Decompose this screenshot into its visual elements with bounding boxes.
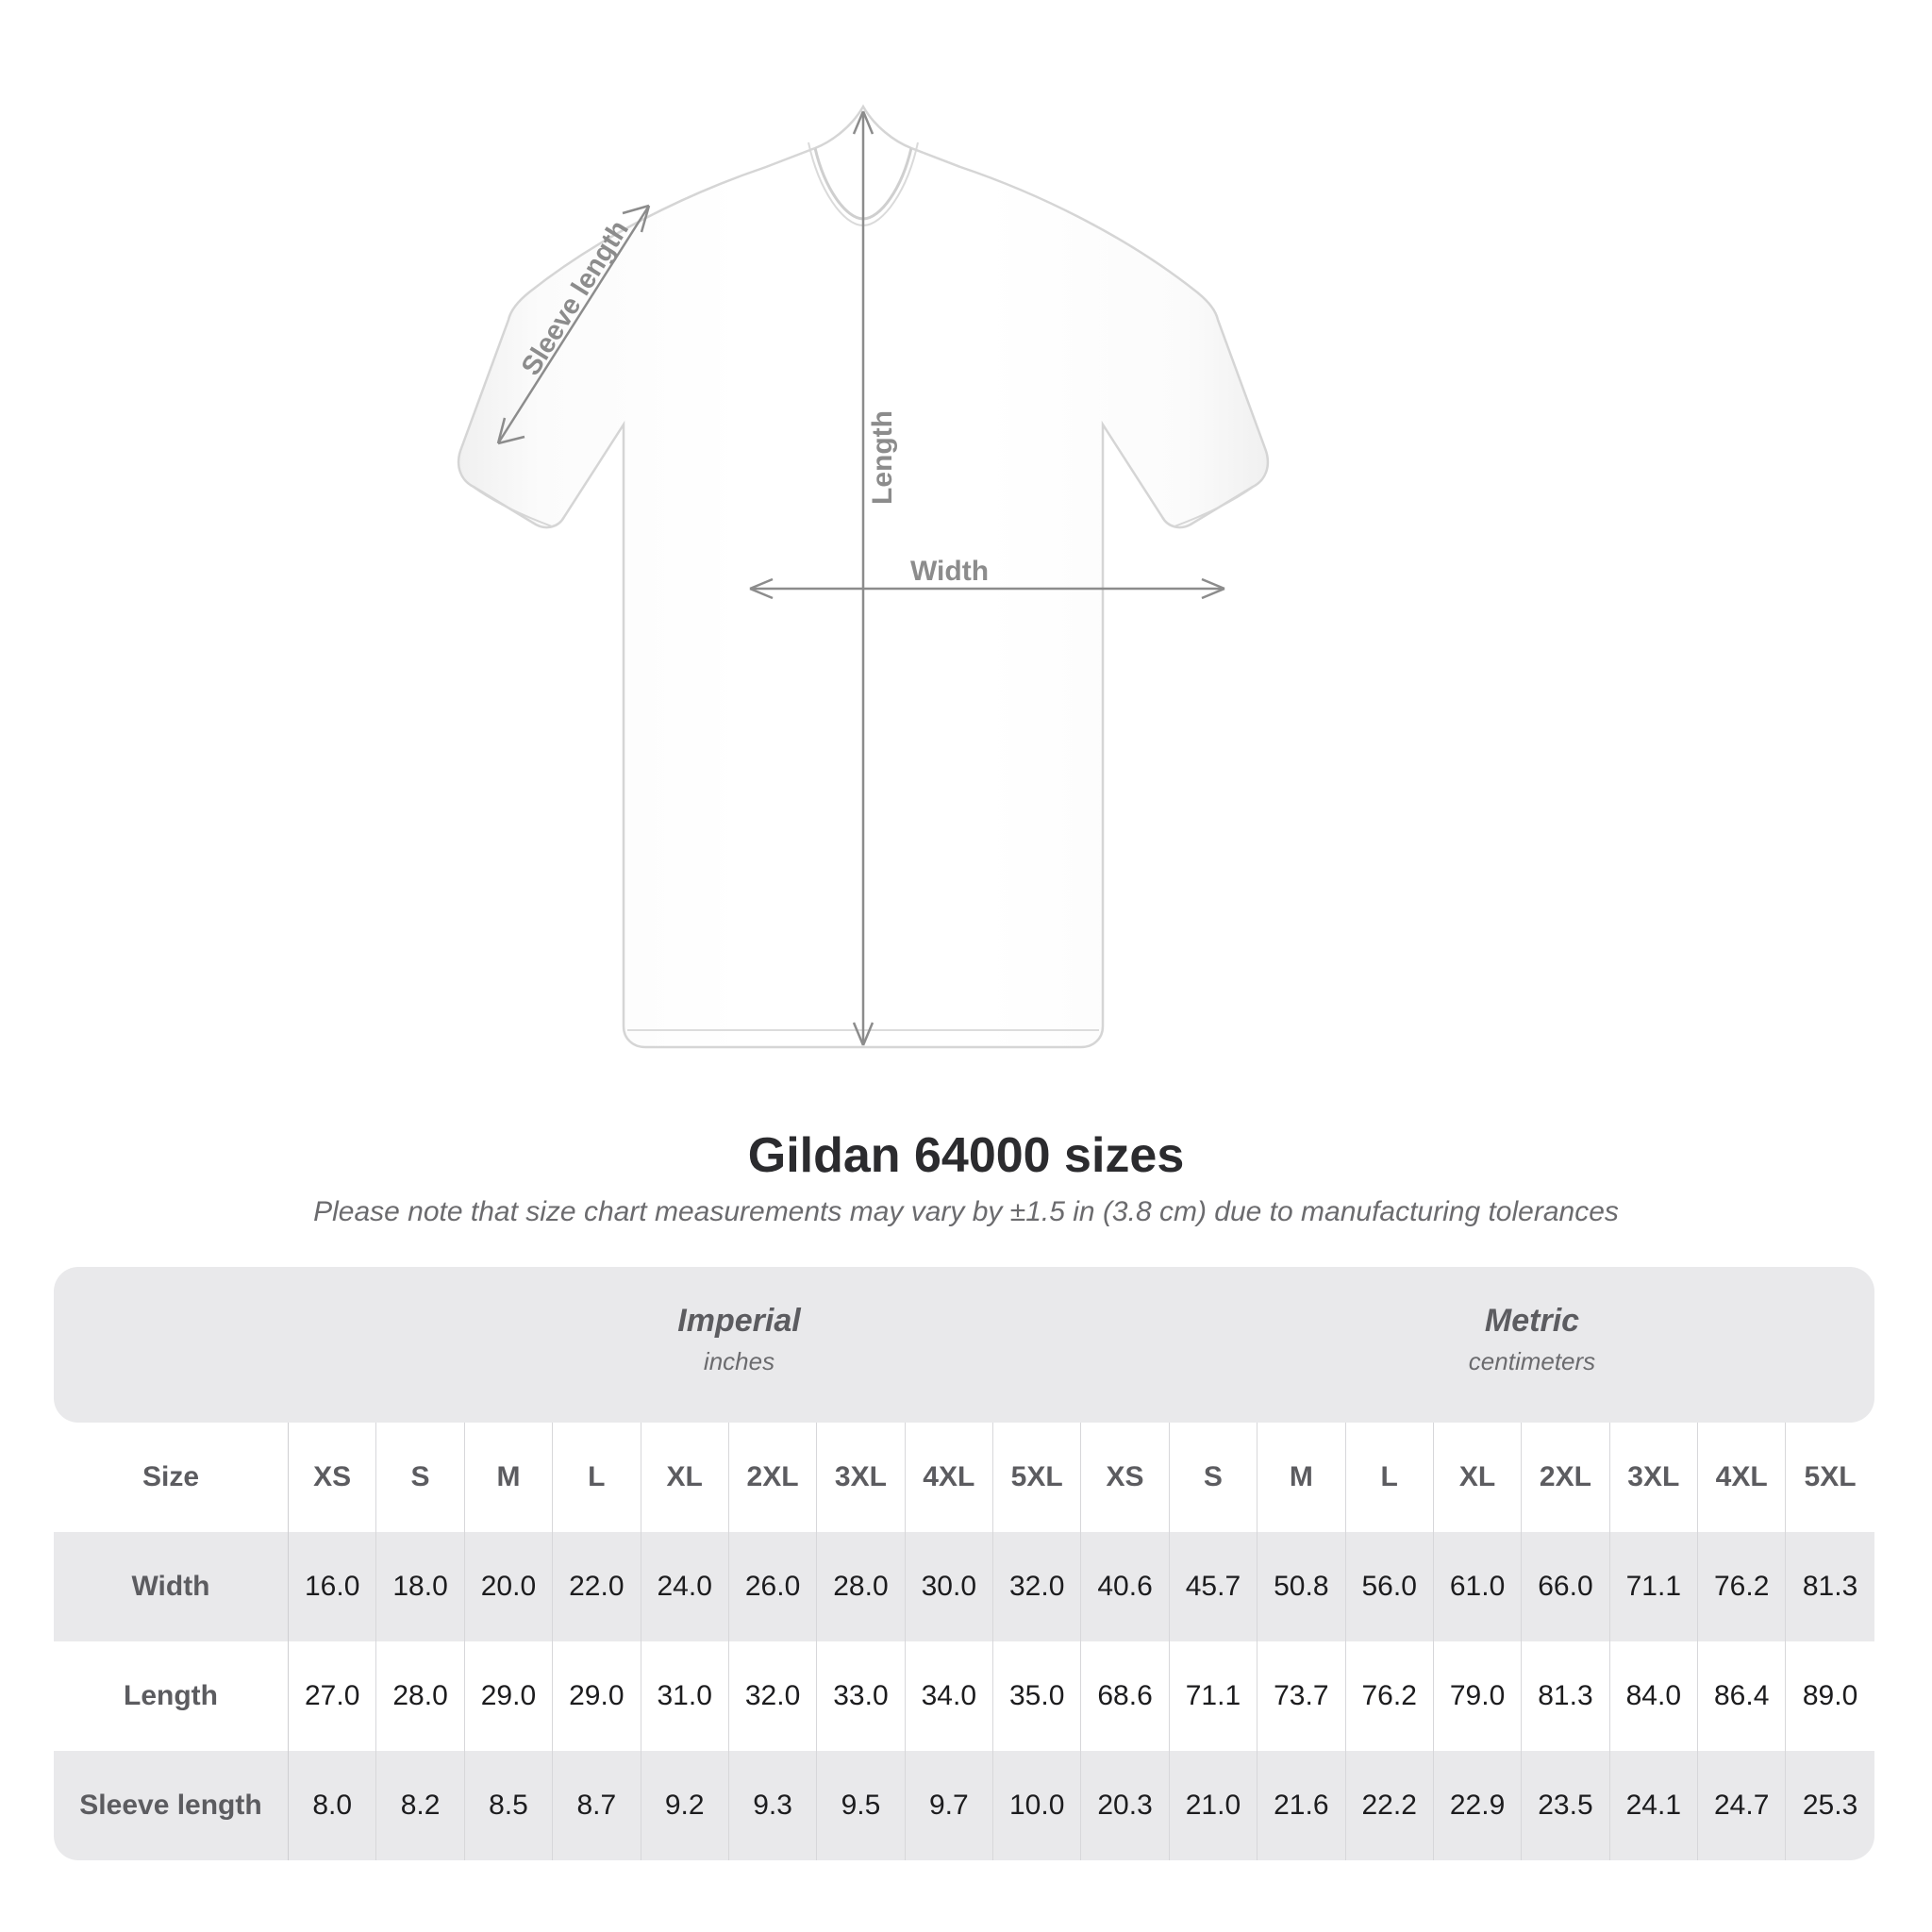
svg-text:Width: Width — [910, 556, 989, 587]
svg-text:Length: Length — [867, 410, 898, 505]
